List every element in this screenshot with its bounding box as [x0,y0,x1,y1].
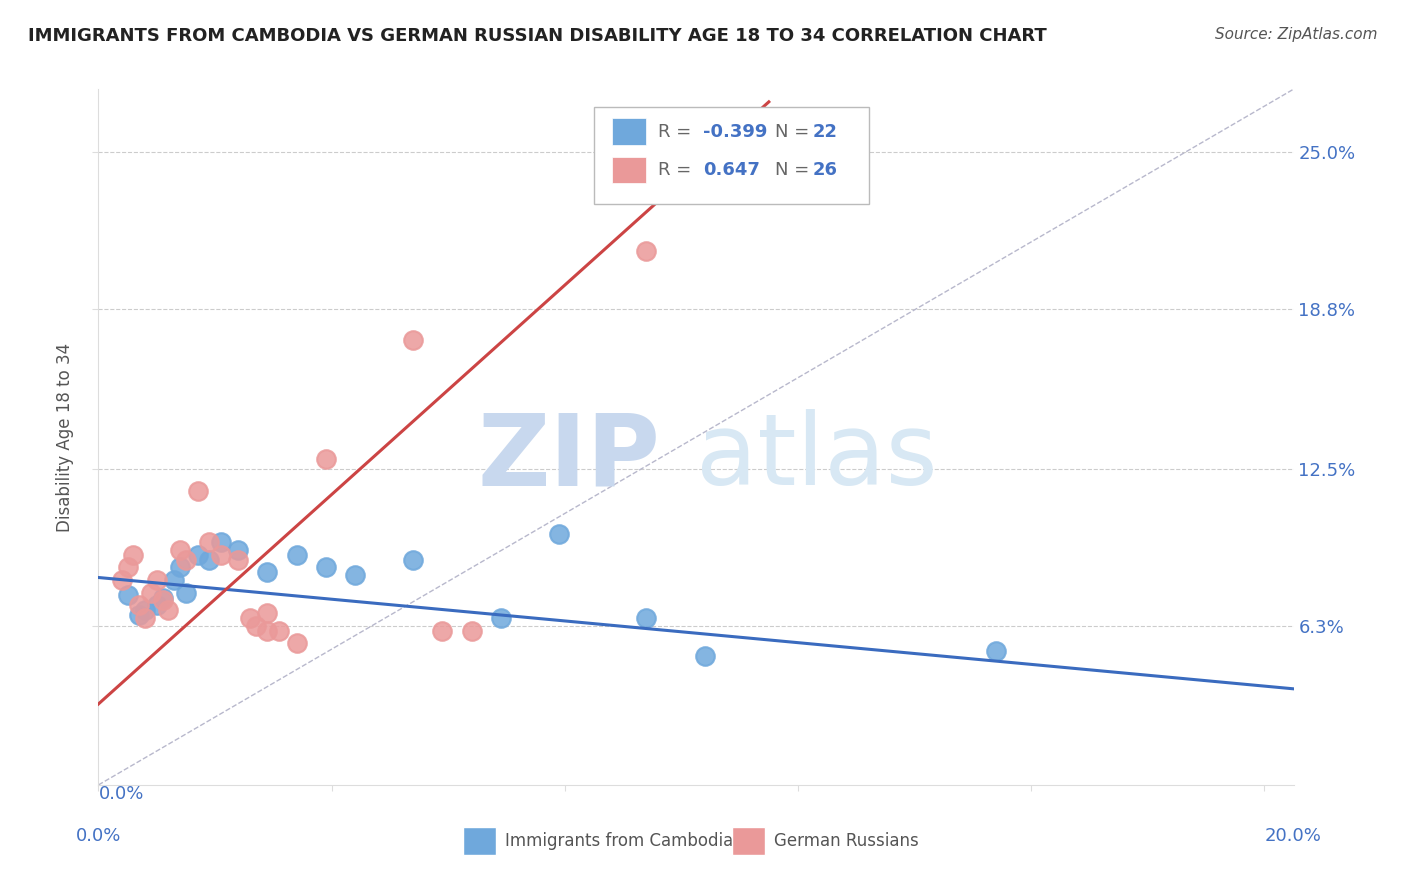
Point [117,588,139,602]
Point [163,573,186,587]
Point [315,560,337,574]
Text: IMMIGRANTS FROM CAMBODIA VS GERMAN RUSSIAN DISABILITY AGE 18 TO 34 CORRELATION C: IMMIGRANTS FROM CAMBODIA VS GERMAN RUSSI… [28,27,1047,45]
Point [402,553,425,567]
Point [186,484,208,499]
Point [174,585,197,599]
Point [228,553,250,567]
Point [343,568,366,582]
Text: -0.399: -0.399 [703,122,768,141]
Point [209,548,232,562]
Point [128,599,150,613]
Point [198,553,221,567]
Text: German Russians: German Russians [773,831,918,849]
Point [169,542,191,557]
Point [186,548,208,562]
Text: 26: 26 [813,161,838,179]
Point [460,624,482,638]
Point [402,333,425,347]
Text: 20.0%: 20.0% [1265,827,1322,845]
Point [693,648,716,663]
Text: ZIP: ZIP [477,409,661,507]
Point [636,611,658,625]
Point [169,560,191,574]
Point [152,591,174,605]
Text: N =: N = [775,161,815,179]
Point [269,624,291,638]
Point [489,611,512,625]
Text: 0.647: 0.647 [703,161,761,179]
Point [228,542,250,557]
Point [315,451,337,466]
Point [986,644,1008,658]
FancyBboxPatch shape [595,106,869,204]
Text: N =: N = [775,122,815,141]
Point [145,573,167,587]
Point [198,535,221,549]
Point [134,611,156,625]
Point [636,244,658,259]
Text: Source: ZipAtlas.com: Source: ZipAtlas.com [1215,27,1378,42]
FancyBboxPatch shape [613,157,645,183]
FancyBboxPatch shape [613,119,645,145]
Text: 22: 22 [813,122,838,141]
Y-axis label: Disability Age 18 to 34: Disability Age 18 to 34 [56,343,75,532]
Point [174,553,197,567]
FancyBboxPatch shape [463,827,496,855]
Text: R =: R = [658,161,697,179]
Point [145,599,167,613]
Point [111,573,134,587]
Point [122,548,145,562]
FancyBboxPatch shape [733,827,765,855]
Text: 0.0%: 0.0% [98,785,143,803]
Point [209,535,232,549]
Point [128,608,150,623]
Point [152,593,174,607]
Text: R =: R = [658,122,697,141]
Point [245,618,267,632]
Text: 0.0%: 0.0% [76,827,121,845]
Point [256,624,278,638]
Point [157,603,180,617]
Text: atlas: atlas [696,409,938,507]
Point [432,624,454,638]
Point [139,585,162,599]
Point [134,603,156,617]
Point [285,548,308,562]
Text: Immigrants from Cambodia: Immigrants from Cambodia [505,831,733,849]
Point [256,566,278,580]
Point [548,527,571,541]
Point [239,611,262,625]
Point [117,560,139,574]
Point [256,606,278,620]
Point [285,636,308,650]
